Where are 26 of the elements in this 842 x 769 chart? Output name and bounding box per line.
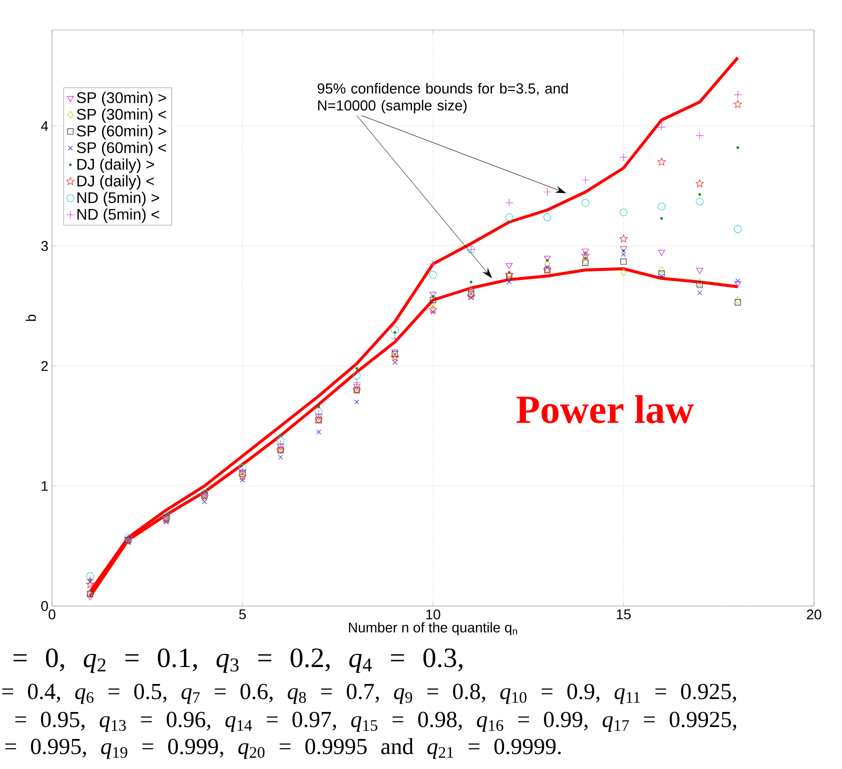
y-tick-label: 1 (42, 481, 48, 491)
annotation: 95% confidence bounds for b=3.5, and N=10000 (sample size) (318, 82, 568, 114)
legend-label: SP (30min) < (76, 108, 166, 123)
legend-label: ND (5min) > (77, 192, 160, 206)
y-axis-title: b (26, 314, 36, 321)
x-tick-label: 20 (806, 610, 822, 620)
annotation: Power law (516, 395, 694, 424)
y-tick-label: 3 (41, 241, 48, 251)
y-tick-label: 2 (41, 361, 48, 371)
x-tick-label: 15 (616, 610, 631, 620)
legend-label: DJ (daily) < (77, 175, 154, 190)
legend-label: DJ (daily) > (77, 158, 154, 173)
legend-label: ND (5min) < (77, 208, 160, 223)
x-tick-label: 0 (48, 610, 56, 620)
text: = 0.95, q$_{13}$ = 0.96, q$_{14}$ = 0.97, q$_{15}$ = 0.98, q$_{16}$ = 0.99, q$_{17}$ = 0.9925, (15, 712, 736, 732)
x-tick-label: 5 (239, 610, 246, 620)
text: = 0.4, q$_{6}$ = 0.5, q$_{7}$ = 0.6, q$_{8}$ = 0.7, q$_{9}$ = 0.8, q$_{10}$ = 0.9, q$_{11}$ = 0.925, (2, 684, 736, 704)
legend-label: SP (60min) > (76, 125, 166, 140)
legend-label: SP (30min) > (76, 92, 166, 106)
legend-label: SP (60min) < (76, 142, 166, 156)
x-tick-label: 10 (426, 610, 440, 620)
y-tick-label: 4 (41, 121, 48, 131)
text: = 0.995, q$_{19}$ = 0.999, q$_{20}$ = 0.9995 and q$_{21}$ = 0.9999. (5, 738, 561, 759)
text: = 0, q$_{2}$ = 0.1, q$_{3}$ = 0.2, q$_{4}$ = 0.3, (14, 648, 462, 673)
y-tick-label: 0 (41, 601, 48, 611)
x-axis-title: Number n of the quantile q$_{n}$ (348, 622, 518, 636)
